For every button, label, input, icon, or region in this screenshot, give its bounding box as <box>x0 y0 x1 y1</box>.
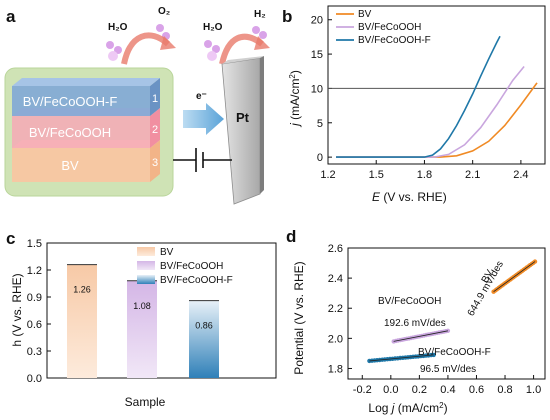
c-bar-value-2: 0.86 <box>195 321 213 331</box>
d-point-2 <box>431 352 436 358</box>
c-legend-swatch-2 <box>137 275 155 284</box>
c-bar-2 <box>189 300 219 378</box>
b-y-tick-label: 15 <box>311 49 323 61</box>
d-y-tick-label: 2.4 <box>328 273 343 285</box>
panel-a-letter: a <box>6 7 16 26</box>
layer-fecooh-f: BV/FeCoOOH-F 1 <box>12 78 160 116</box>
d-y-tick-label: 2.6 <box>328 243 343 255</box>
b-x-axis-title: E (V vs. RHE) <box>372 190 447 204</box>
layer-bv-number: 3 <box>152 157 158 169</box>
d-x-axis-title: Log j (mA/cm2) <box>368 401 447 416</box>
circuit-wire <box>173 148 232 172</box>
d-x-tick-label: 1.0 <box>526 384 541 396</box>
c-y-tick-label: 0.0 <box>27 373 42 385</box>
layer-fecooh-label: BV/FeCoOOH <box>29 125 111 140</box>
b-series-line-2 <box>336 35 501 158</box>
d-x-tick-label: 0.6 <box>469 384 484 396</box>
d-series-slope-2: 96.5 mV/des <box>420 364 476 375</box>
c-bar-0 <box>67 264 97 378</box>
electron-arrow: e⁻ <box>183 91 224 135</box>
layer-fecooh-f-label: BV/FeCoOOH-F <box>23 94 118 109</box>
b-x-tick-label: 1.5 <box>369 169 384 181</box>
b-plot-frame <box>327 5 546 165</box>
d-series-slope-1: 192.6 mV/des <box>384 318 446 329</box>
o2-label: O₂ <box>158 6 170 17</box>
d-x-tick-label: 0.2 <box>412 384 427 396</box>
b-y-tick-label: 20 <box>311 15 323 27</box>
d-fit-line-0 <box>493 261 536 292</box>
pt-label: Pt <box>236 110 250 125</box>
layer-fecooh-block <box>12 116 150 148</box>
b-y-axis-title: j (mA/cm2) <box>288 70 303 128</box>
d-fit-line-1 <box>393 330 449 342</box>
d-x-tick-label: -0.2 <box>353 384 372 396</box>
d-y-tick-label: 2.0 <box>328 333 343 345</box>
c-y-tick-label: 1.5 <box>27 238 42 250</box>
panel-c-letter: c <box>6 229 15 248</box>
c-legend-swatch-0 <box>137 247 155 256</box>
b-legend-label-1: BV/FeCoOOH <box>358 22 421 33</box>
b-series-line-0 <box>336 82 538 158</box>
d-y-axis-title: Potential (V vs. RHE) <box>292 261 306 374</box>
c-bar-1 <box>127 280 157 378</box>
c-x-axis-title: Sample <box>125 395 166 409</box>
pt-electrode: Pt <box>221 56 264 205</box>
b-y-tick-label: 10 <box>311 83 323 95</box>
c-legend-label-0: BV <box>160 247 174 258</box>
h2-label: H₂ <box>254 9 266 20</box>
c-y-tick-label: 0.3 <box>27 346 42 358</box>
layer-bv-block <box>12 148 150 182</box>
panel-c-bar-chart: c Sample h (V vs. RHE) 0.0 0.3 0.6 0.9 1.2 1.… <box>6 229 277 409</box>
c-y-tick-label: 1.2 <box>27 265 42 277</box>
layer-fecooh-f-number: 1 <box>152 93 158 105</box>
c-legend-label-2: BV/FeCoOOH-F <box>160 275 233 286</box>
b-legend-label-0: BV <box>358 9 372 20</box>
b-legend-label-2: BV/FeCoOOH-F <box>358 35 431 46</box>
c-y-tick-label: 0.9 <box>27 292 42 304</box>
panel-b-lsv-chart: b E (V vs. RHE) j (mA/cm2) 1.2 1.5 1.8 2.1 2… <box>282 5 546 204</box>
b-y-tick-label: 5 <box>317 118 323 130</box>
b-y-tick-label: 0 <box>317 152 323 164</box>
d-x-tick-label: 0.0 <box>383 384 398 396</box>
c-legend-label-1: BV/FeCoOOH <box>160 261 223 272</box>
layer-bv-label: BV <box>61 158 79 173</box>
c-plot-frame <box>46 242 277 379</box>
d-x-tick-label: 0.8 <box>497 384 512 396</box>
h2o-left-label: H₂O <box>108 22 128 33</box>
h2o-right-label: H₂O <box>203 22 223 33</box>
d-y-tick-label: 1.8 <box>328 363 343 375</box>
d-x-tick-label: 0.4 <box>440 384 455 396</box>
layer-fecooh-f-block <box>12 86 150 116</box>
layer-fecooh-number: 2 <box>152 124 158 136</box>
d-fit-line-2 <box>369 354 434 362</box>
d-series-name-1: BV/FeCoOOH <box>378 296 441 307</box>
panel-d-letter: d <box>286 227 296 246</box>
d-plot-frame <box>347 247 546 380</box>
molecules-right: H₂O H₂ <box>203 9 270 65</box>
c-bar-value-0: 1.26 <box>73 285 91 295</box>
panel-b-letter: b <box>282 7 292 26</box>
c-bar-value-1: 1.08 <box>133 301 151 311</box>
b-x-tick-label: 1.8 <box>417 169 432 181</box>
b-x-tick-label: 2.4 <box>513 169 528 181</box>
b-series-line-1 <box>336 65 525 158</box>
c-y-axis-title: h (V vs. RHE) <box>10 273 24 346</box>
b-x-tick-label: 1.2 <box>320 169 335 181</box>
d-y-tick-label: 2.2 <box>328 303 343 315</box>
b-x-tick-label: 2.1 <box>465 169 480 181</box>
c-legend-swatch-1 <box>137 261 155 270</box>
panel-d-tafel-chart: d Log j (mA/cm2) Potential (V vs. RHE) -… <box>286 227 546 416</box>
c-y-tick-label: 0.6 <box>27 319 42 331</box>
electron-label: e⁻ <box>196 91 207 102</box>
panel-a-schematic: a BV 3 BV/FeCoOOH 2 BV/FeCoOOH-F 1 <box>4 6 270 205</box>
d-series-name-2: BV/FeCoOOH-F <box>418 347 491 358</box>
molecules-left: H₂O O₂ <box>106 6 176 65</box>
